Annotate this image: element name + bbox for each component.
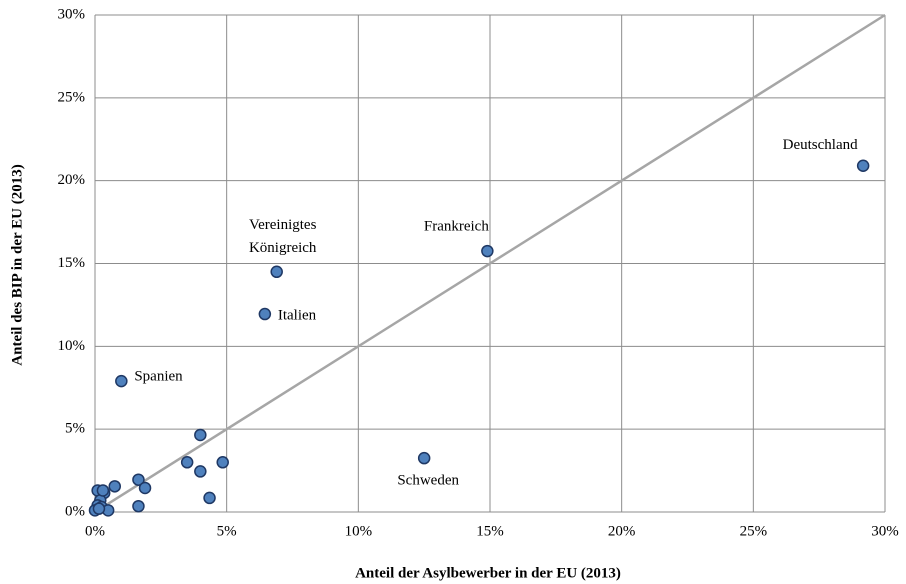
point-label: Frankreich [424, 219, 489, 235]
x-axis-title: Anteil der Asylbewerber in der EU (2013) [355, 565, 621, 581]
point-label: Spanien [134, 369, 183, 385]
x-tick-label: 10% [345, 523, 373, 539]
y-tick-label: 5% [65, 421, 85, 437]
y-tick-label: 15% [58, 255, 86, 271]
point [203, 491, 216, 505]
point-label: Vereinigtes Königreich [249, 217, 317, 256]
y-tick-label: 10% [58, 338, 86, 354]
point [481, 244, 494, 258]
point [258, 307, 272, 321]
y-tick-label: 25% [58, 89, 86, 105]
x-tick-label: 5% [217, 523, 237, 539]
point [138, 481, 152, 495]
y-tick-label: 0% [65, 503, 85, 519]
point [417, 451, 431, 465]
y-axis-title: Anteil des BIP in der EU (2013) [9, 164, 25, 365]
point [194, 465, 207, 478]
point [856, 159, 870, 173]
point-label: Italien [278, 307, 317, 323]
point [108, 480, 121, 493]
x-tick-label: 15% [476, 523, 504, 539]
point [270, 265, 283, 279]
x-tick-label: 25% [740, 523, 768, 539]
x-tick-label: 20% [608, 523, 636, 539]
point [92, 502, 106, 515]
point [115, 374, 128, 388]
point-label: Schweden [397, 473, 459, 489]
point [96, 484, 110, 497]
x-tick-label: 30% [871, 523, 899, 539]
point-label: Deutschland [783, 137, 858, 153]
x-tick-label: 0% [85, 523, 105, 539]
point [180, 456, 194, 469]
point [216, 456, 229, 469]
y-tick-label: 20% [58, 172, 86, 188]
point [132, 473, 145, 486]
y-tick-label: 30% [58, 6, 86, 22]
point [194, 428, 207, 442]
point [132, 499, 145, 513]
reference-line [94, 13, 886, 514]
